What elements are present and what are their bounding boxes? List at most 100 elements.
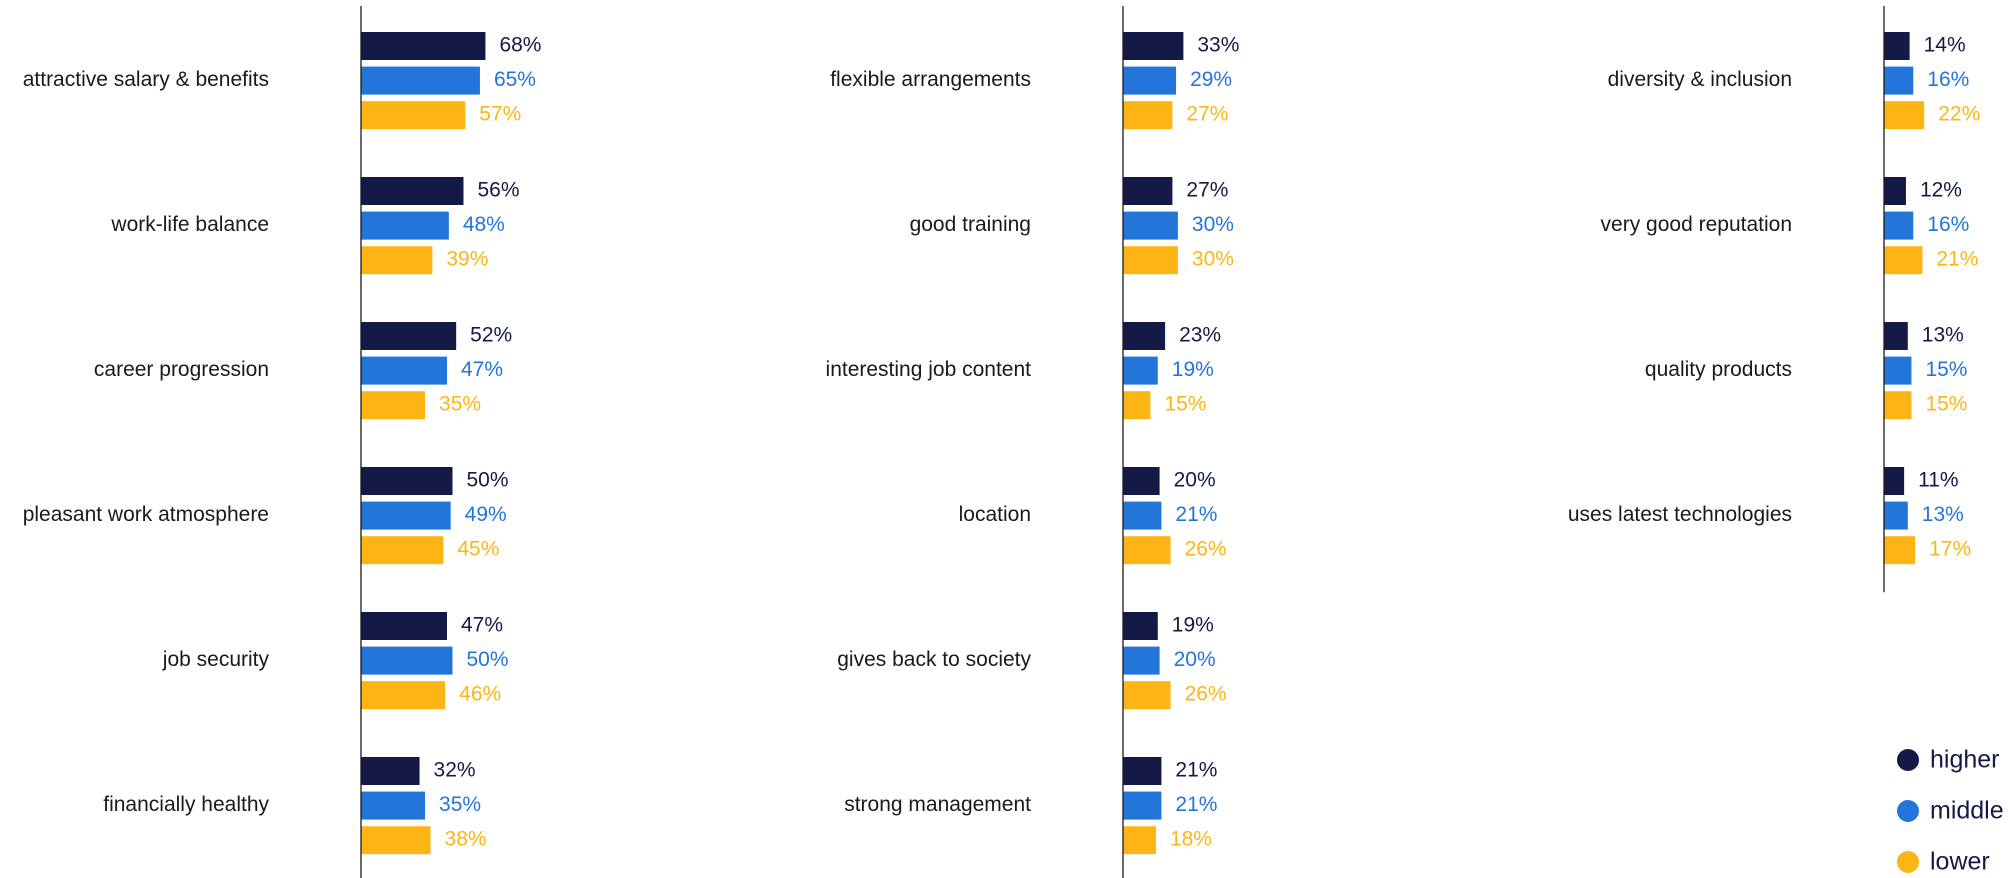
bar xyxy=(361,356,448,385)
value-label: 27% xyxy=(1186,103,1228,126)
category-label: interesting job content xyxy=(826,358,1032,381)
bar xyxy=(361,757,420,785)
value-label: 13% xyxy=(1922,324,1964,347)
category-label: gives back to society xyxy=(837,648,1031,671)
bar xyxy=(1123,177,1173,205)
value-label: 19% xyxy=(1172,614,1214,637)
legend-marker xyxy=(1897,851,1919,873)
bar xyxy=(1123,536,1171,565)
bar xyxy=(1123,211,1178,240)
value-label: 26% xyxy=(1185,538,1227,561)
bar xyxy=(361,177,464,205)
value-label: 48% xyxy=(463,213,505,236)
legend-label: lower xyxy=(1930,848,1990,876)
value-label: 15% xyxy=(1925,358,1967,381)
category-label: good training xyxy=(910,213,1031,236)
category-label: very good reputation xyxy=(1601,213,1792,236)
bar xyxy=(361,101,466,130)
bar xyxy=(361,211,449,240)
value-label: 12% xyxy=(1920,179,1962,202)
bar xyxy=(1123,356,1158,385)
value-label: 32% xyxy=(434,759,476,782)
bar xyxy=(1884,211,1914,240)
value-label: 13% xyxy=(1922,503,1964,526)
value-label: 50% xyxy=(467,469,509,492)
value-label: 21% xyxy=(1936,248,1978,271)
bar xyxy=(1123,612,1158,640)
value-label: 15% xyxy=(1164,393,1206,416)
category-label: diversity & inclusion xyxy=(1608,68,1792,91)
category-label: quality products xyxy=(1645,358,1792,381)
bar xyxy=(1884,467,1905,495)
bar xyxy=(1123,467,1160,495)
bar xyxy=(361,246,433,275)
value-label: 26% xyxy=(1185,683,1227,706)
bar xyxy=(1884,177,1906,205)
bar xyxy=(1123,501,1162,530)
value-label: 16% xyxy=(1927,68,1969,91)
bar xyxy=(361,391,426,420)
bar xyxy=(1884,356,1912,385)
value-label: 56% xyxy=(477,179,519,202)
bar xyxy=(1884,322,1908,350)
value-label: 21% xyxy=(1175,503,1217,526)
bar xyxy=(361,66,480,95)
value-label: 11% xyxy=(1918,469,1958,492)
bar xyxy=(1123,391,1151,420)
value-label: 47% xyxy=(461,614,503,637)
value-label: 20% xyxy=(1174,469,1216,492)
value-label: 21% xyxy=(1175,759,1217,782)
bar xyxy=(1123,826,1156,855)
value-label: 16% xyxy=(1927,213,1969,236)
bar xyxy=(1884,101,1925,130)
category-label: financially healthy xyxy=(103,793,269,816)
legend-marker xyxy=(1897,800,1919,822)
value-label: 35% xyxy=(439,393,481,416)
value-label: 50% xyxy=(467,648,509,671)
value-label: 33% xyxy=(1197,34,1239,57)
category-label: job security xyxy=(162,648,270,671)
category-label: flexible arrangements xyxy=(830,68,1031,91)
bar xyxy=(1123,322,1166,350)
bar xyxy=(1123,681,1171,710)
bar xyxy=(361,536,444,565)
value-label: 22% xyxy=(1938,103,1980,126)
value-label: 23% xyxy=(1179,324,1221,347)
value-label: 52% xyxy=(470,324,512,347)
value-label: 21% xyxy=(1175,793,1217,816)
bar xyxy=(1123,757,1162,785)
value-label: 47% xyxy=(461,358,503,381)
bar xyxy=(361,646,453,675)
value-label: 29% xyxy=(1190,68,1232,91)
bar xyxy=(361,826,431,855)
bar xyxy=(361,681,446,710)
bar xyxy=(1884,391,1912,420)
bar xyxy=(361,322,457,350)
category-label: work-life balance xyxy=(110,213,269,236)
bar xyxy=(1884,66,1914,95)
bar xyxy=(361,467,453,495)
value-label: 20% xyxy=(1174,648,1216,671)
bar xyxy=(1884,501,1908,530)
value-label: 17% xyxy=(1929,538,1971,561)
category-label: career progression xyxy=(94,358,269,381)
value-label: 65% xyxy=(494,68,536,91)
value-label: 27% xyxy=(1186,179,1228,202)
value-label: 57% xyxy=(479,103,521,126)
bar xyxy=(1884,32,1910,60)
value-label: 14% xyxy=(1924,34,1966,57)
category-label: location xyxy=(959,503,1031,526)
value-label: 68% xyxy=(499,34,541,57)
category-label: attractive salary & benefits xyxy=(23,68,269,91)
bar xyxy=(1123,791,1162,820)
bar xyxy=(1884,246,1923,275)
value-label: 49% xyxy=(465,503,507,526)
bar xyxy=(1884,536,1916,565)
value-label: 38% xyxy=(445,828,487,851)
bar xyxy=(361,32,486,60)
bar xyxy=(1123,646,1160,675)
bar xyxy=(361,612,448,640)
bar xyxy=(361,791,426,820)
category-label: strong management xyxy=(844,793,1031,816)
